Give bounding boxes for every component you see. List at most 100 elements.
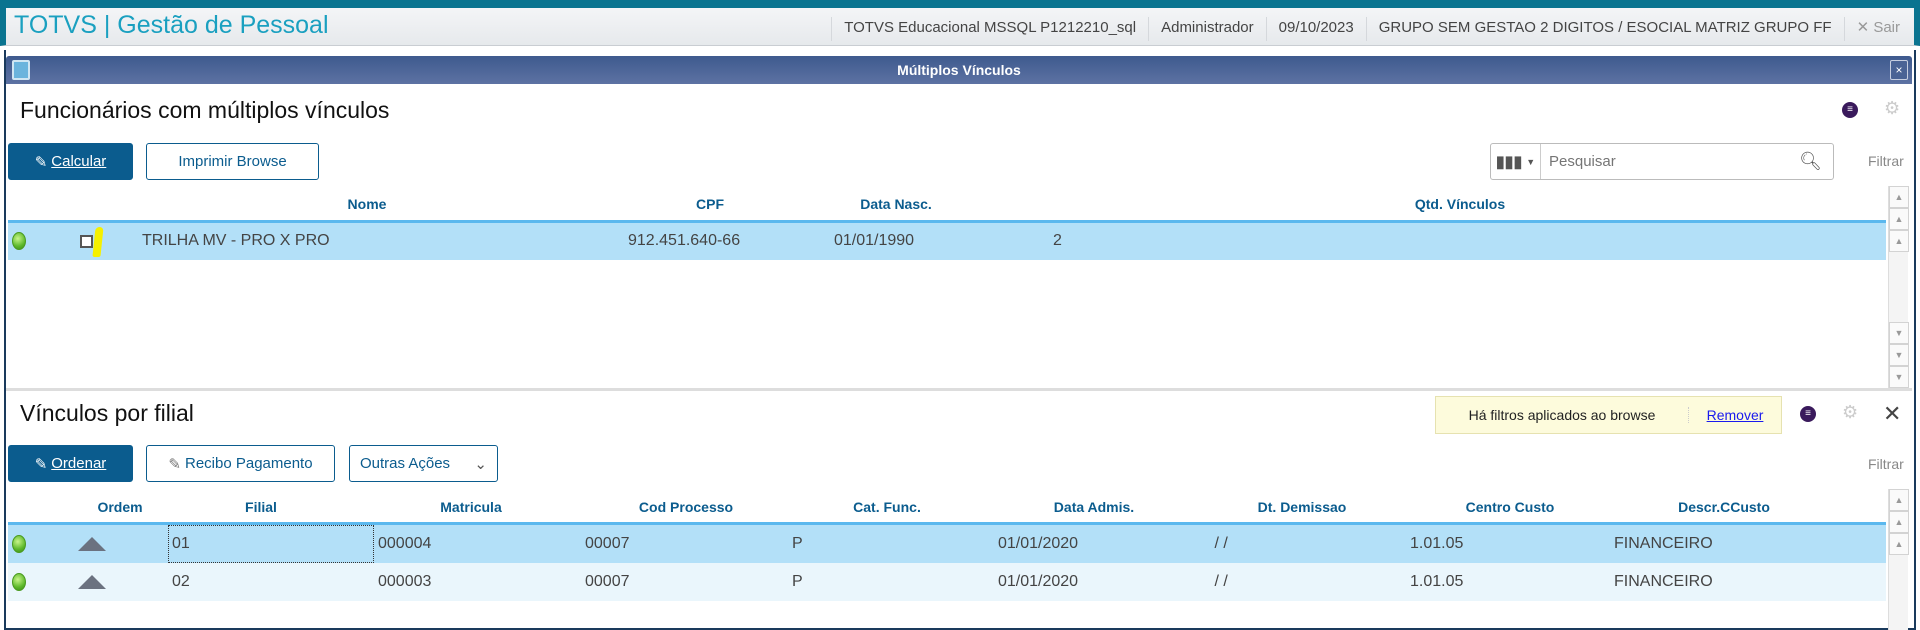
col-header-filial[interactable]: Filial [245, 499, 277, 515]
window-icon [12, 60, 30, 80]
col-header-qtd-vinculos[interactable]: Qtd. Vínculos [1414, 196, 1506, 212]
cell-centro-custo: 1.01.05 [1410, 535, 1464, 552]
cell-dt-demissao: / / [1210, 573, 1228, 590]
filter-notice-text: Há filtros aplicados ao browse [1436, 407, 1689, 423]
cell-nome: TRILHA MV - PRO X PRO [142, 232, 330, 249]
gear-icon[interactable]: ⚙ [1842, 402, 1859, 422]
columns-selector[interactable]: ▮▮▮ ▼ [1491, 144, 1541, 179]
cell-centro-custo: 1.01.05 [1410, 573, 1464, 590]
pencil-icon: ✎ [168, 455, 181, 473]
app-title: TOTVS | Gestão de Pessoal [14, 11, 329, 39]
filtrar-link[interactable]: Filtrar [1868, 456, 1904, 472]
cell-descr-ccusto: FINANCEIRO [1614, 573, 1713, 590]
col-header-matricula[interactable]: Matricula [440, 499, 502, 515]
scroll-top-icon[interactable]: ▲ [1889, 186, 1909, 208]
col-header-cat-func[interactable]: Cat. Func. [853, 499, 921, 515]
search-box: ▮▮▮▼ 🔍︎ [1490, 143, 1834, 180]
col-header-dt-demissao[interactable]: Dt. Demissao [1257, 499, 1347, 515]
pencil-icon: ✎ [34, 455, 48, 473]
ordenar-label: Ordenar [51, 455, 107, 472]
imprimir-browse-button[interactable]: Imprimir Browse [146, 143, 319, 180]
col-header-descr-ccusto[interactable]: Descr.CCusto [1678, 499, 1770, 515]
cell-matricula: 000003 [378, 573, 432, 590]
calcular-button[interactable]: ✎ Calcular [8, 143, 133, 180]
pencil-icon: ✎ [34, 153, 48, 171]
chevron-down-icon: ⌄ [474, 455, 487, 473]
section-title-funcionarios: Funcionários com múltiplos vínculos [20, 97, 390, 123]
window-close-button[interactable]: × [1890, 60, 1908, 80]
col-header-data-admis[interactable]: Data Admis. [1053, 499, 1135, 515]
top-scrollbar[interactable]: ▲ ▲ ▲ ▼ ▼ ▼ [1888, 186, 1909, 388]
ordenar-button[interactable]: ✎ Ordenar [8, 445, 133, 482]
cell-data-admis: 01/01/2020 [998, 535, 1079, 552]
table-row[interactable]: 02 000003 00007 P 01/01/2020 / / 1.01.05… [8, 563, 1886, 601]
order-icon[interactable] [78, 575, 106, 589]
exit-label: Sair [1873, 19, 1900, 36]
col-header-nome[interactable]: Nome [347, 196, 387, 212]
col-header-centro-custo[interactable]: Centro Custo [1465, 499, 1555, 515]
environment-label: TOTVS Educacional MSSQL P1212210_sql [831, 17, 1148, 41]
menu-icon[interactable]: ≡ [1842, 102, 1858, 118]
scroll-up-icon[interactable]: ▲ [1889, 533, 1909, 555]
chevron-down-icon: ▼ [1526, 156, 1536, 167]
scroll-page-up-icon[interactable]: ▲ [1889, 208, 1909, 230]
cell-cat-func: P [792, 573, 803, 590]
recibo-label: Recibo Pagamento [184, 455, 313, 472]
col-header-ordem[interactable]: Ordem [97, 499, 143, 515]
status-green-icon [12, 573, 26, 591]
scroll-up-icon[interactable]: ▲ [1889, 230, 1909, 252]
imprimir-label: Imprimir Browse [178, 153, 287, 170]
section-divider[interactable] [6, 388, 1912, 391]
app-header [0, 8, 1920, 46]
top-bar [0, 0, 1920, 8]
col-header-cod-processo[interactable]: Cod Processo [638, 499, 734, 515]
header-info: TOTVS Educacional MSSQL P1212210_sql Adm… [831, 17, 1912, 41]
focused-cell [168, 525, 374, 563]
recibo-pagamento-button[interactable]: ✎ Recibo Pagamento [146, 445, 335, 482]
scroll-page-down-icon[interactable]: ▼ [1889, 344, 1909, 366]
outras-acoes-dropdown[interactable]: Outras Ações ⌄ [349, 445, 498, 482]
col-header-data-nasc[interactable]: Data Nasc. [860, 196, 932, 212]
scroll-top-icon[interactable]: ▲ [1889, 489, 1909, 511]
col-header-cpf[interactable]: CPF [696, 196, 724, 212]
table-row[interactable]: 01 000004 00007 P 01/01/2020 / / 1.01.05… [8, 522, 1886, 563]
search-icon[interactable]: 🔍︎ [1799, 151, 1822, 171]
remover-link[interactable]: Remover [1706, 407, 1764, 423]
columns-icon: ▮▮▮ [1495, 153, 1523, 171]
scroll-bottom-icon[interactable]: ▼ [1889, 366, 1909, 388]
row-checkbox[interactable] [80, 235, 93, 248]
close-icon[interactable]: ✕ [1883, 401, 1902, 426]
exit-button[interactable]: ✕ Sair [1843, 17, 1912, 41]
company-label: GRUPO SEM GESTAO 2 DIGITOS / ESOCIAL MAT… [1365, 17, 1844, 41]
order-icon[interactable] [78, 537, 106, 551]
gear-icon[interactable]: ⚙ [1884, 98, 1901, 118]
cell-dt-demissao: / / [1210, 535, 1228, 552]
calcular-label: Calcular [51, 153, 107, 170]
scroll-page-up-icon[interactable]: ▲ [1889, 511, 1909, 533]
date-label: 09/10/2023 [1265, 17, 1366, 41]
cell-data-admis: 01/01/2020 [998, 573, 1079, 590]
cell-cpf: 912.451.640-66 [628, 232, 741, 249]
cell-cat-func: P [792, 535, 803, 552]
menu-icon[interactable]: ≡ [1800, 406, 1816, 422]
search-input[interactable] [1541, 153, 1799, 170]
close-icon: ✕ [1856, 19, 1874, 36]
cell-data-nasc: 01/01/1990 [834, 232, 915, 249]
status-green-icon [12, 535, 26, 553]
cell-qtd-vinculos: 2 [1053, 232, 1062, 249]
user-label: Administrador [1148, 17, 1266, 41]
table-row[interactable]: TRILHA MV - PRO X PRO 912.451.640-66 01/… [8, 220, 1886, 260]
bottom-scrollbar[interactable]: ▲ ▲ ▲ [1888, 489, 1909, 630]
section-title-vinculos: Vínculos por filial [20, 400, 194, 426]
cell-descr-ccusto: FINANCEIRO [1614, 535, 1713, 552]
filtrar-link[interactable]: Filtrar [1868, 153, 1904, 169]
cell-filial: 01 [172, 535, 190, 552]
outras-label: Outras Ações [360, 455, 451, 472]
highlighter-mark [92, 227, 104, 257]
window-titlebar: Múltiplos Vínculos × [6, 56, 1912, 84]
status-green-icon [12, 232, 26, 250]
scroll-down-icon[interactable]: ▼ [1889, 322, 1909, 344]
cell-cod-processo: 00007 [585, 573, 630, 590]
cell-cod-processo: 00007 [585, 535, 630, 552]
window-title: Múltiplos Vínculos [897, 62, 1021, 78]
